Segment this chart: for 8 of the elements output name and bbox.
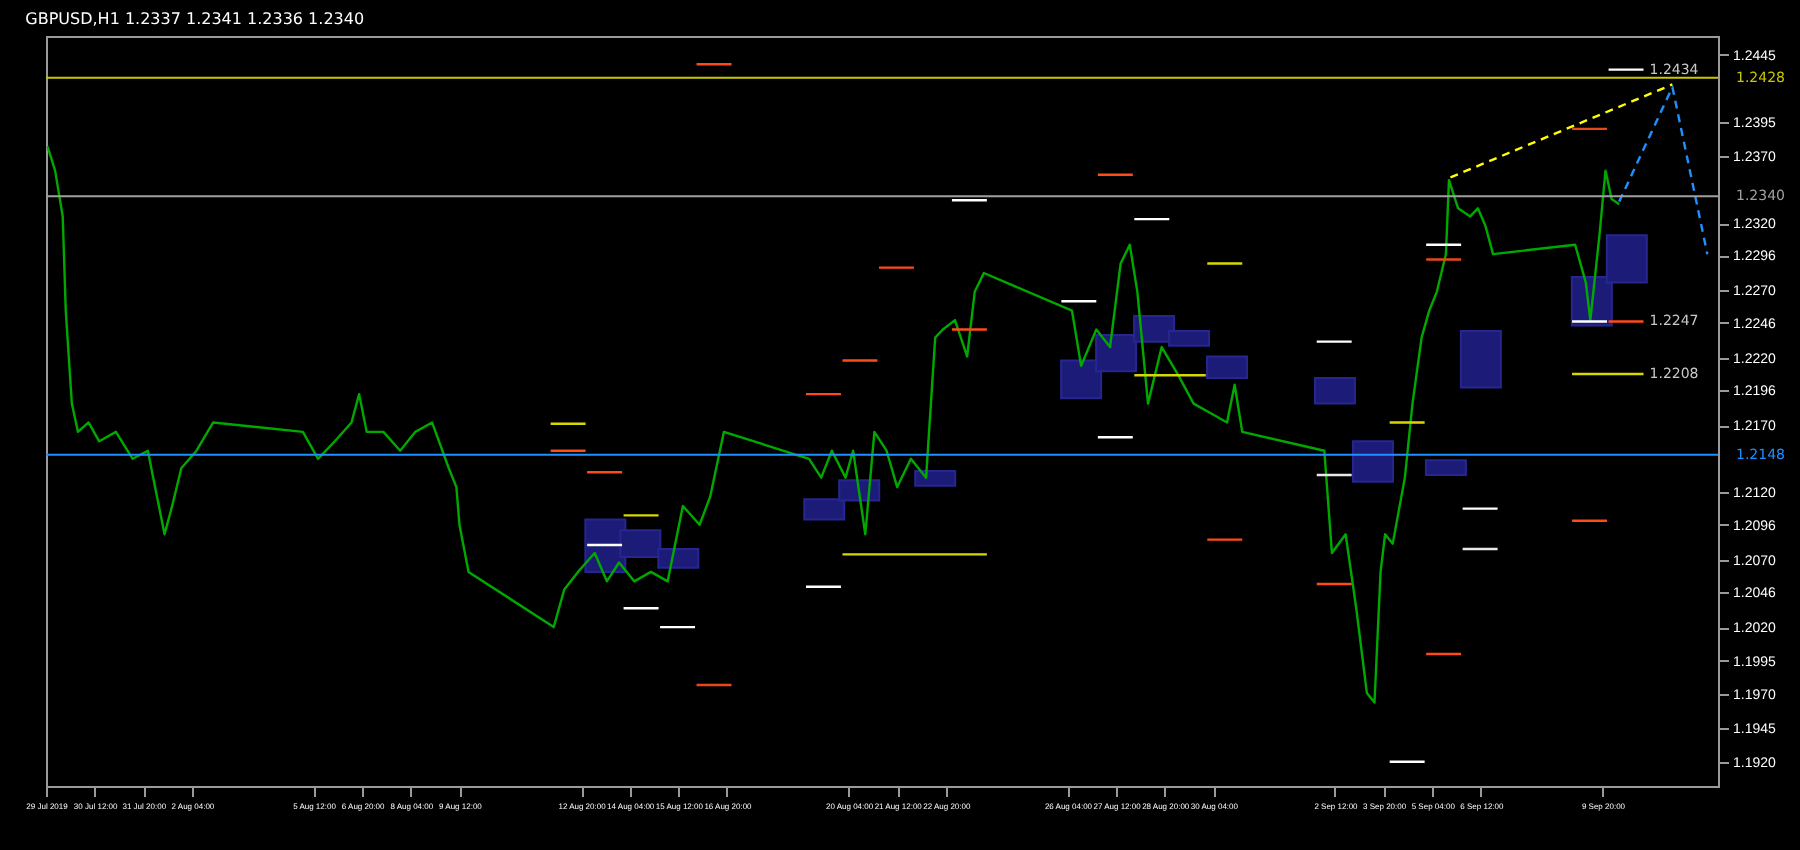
bar: [1313, 377, 1356, 405]
bar: [914, 469, 957, 487]
chart-title: GBPUSD,H1 1.2337 1.2341 1.2336 1.2340: [25, 10, 365, 28]
bar: [1424, 459, 1467, 476]
bar: [1206, 355, 1249, 380]
bar: [1459, 329, 1502, 389]
bar: [1351, 440, 1394, 483]
line-series: [46, 145, 1621, 704]
